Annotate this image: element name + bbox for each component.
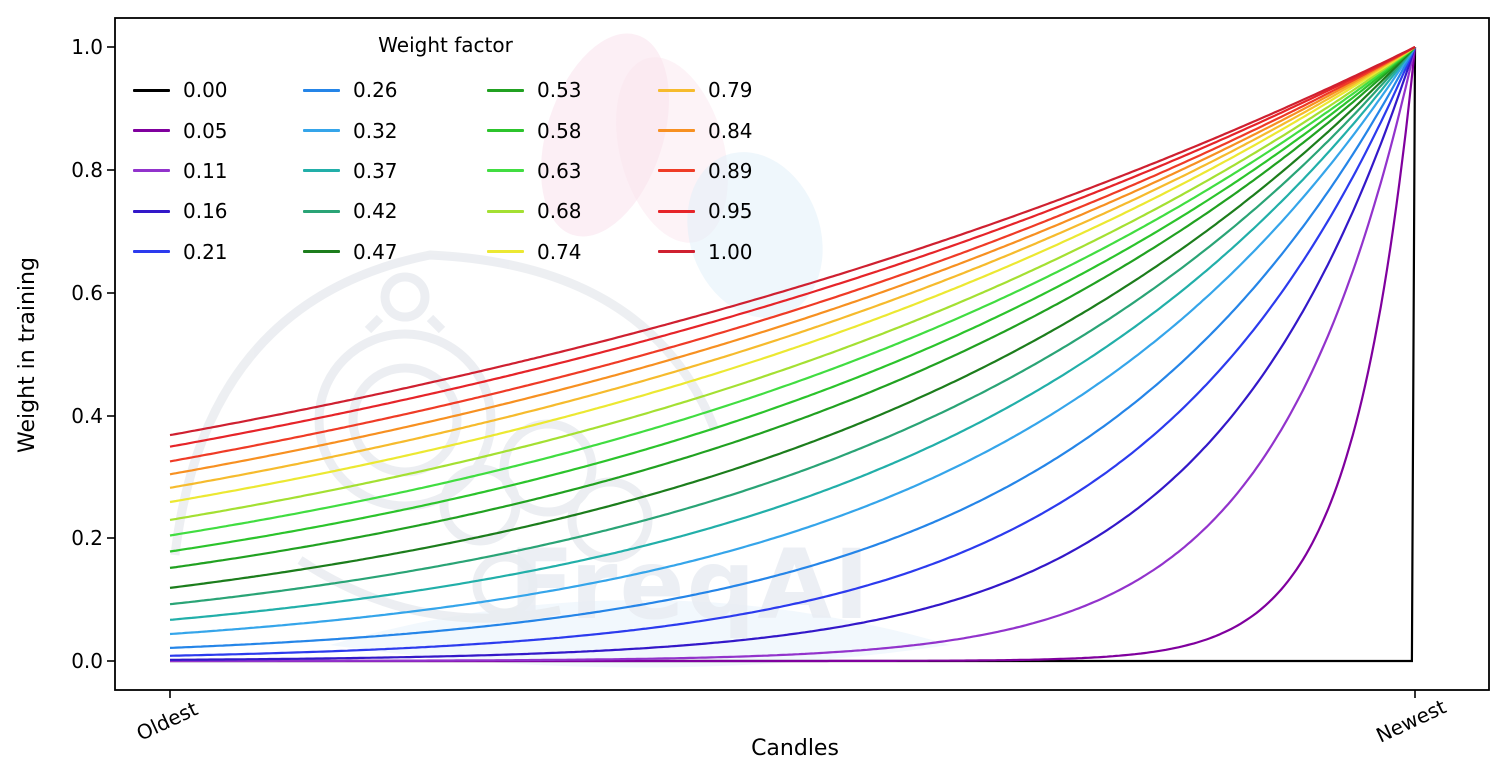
legend-label: 0.53: [537, 78, 582, 103]
legend-item-0.63: 0.63: [487, 159, 658, 183]
legend-item-0.79: 0.79: [658, 78, 808, 102]
legend-item-0.89: 0.89: [658, 159, 808, 183]
legend-item-0.21: 0.21: [133, 240, 303, 264]
legend-label: 0.84: [708, 118, 753, 143]
legend-label: 0.95: [708, 199, 753, 224]
series-line-0.21: [169, 46, 1417, 657]
legend-item-0.95: 0.95: [658, 199, 808, 223]
legend-line-sample: [658, 250, 695, 254]
series-line-0.89: [169, 46, 1416, 463]
y-tick-label: 0.6: [71, 281, 103, 305]
legend-item-0.11: 0.11: [133, 159, 303, 183]
legend-label: 0.68: [537, 199, 582, 224]
watermark-petal-blue: [687, 152, 823, 318]
legend-item-0.74: 0.74: [487, 240, 658, 264]
series-line-0.68: [169, 46, 1416, 521]
legend-label: 1.00: [708, 239, 753, 264]
legend-label: 0.47: [353, 239, 398, 264]
legend-item-0.53: 0.53: [487, 78, 658, 102]
legend-item-0.68: 0.68: [487, 199, 658, 223]
legend-line-sample: [303, 88, 340, 92]
legend-line-sample: [487, 250, 524, 254]
legend-line-sample: [133, 169, 170, 173]
legend-item-1.00: 1.00: [658, 240, 808, 264]
legend-item-0.05: 0.05: [133, 119, 303, 143]
legend-item-0.32: 0.32: [303, 119, 487, 143]
chart-curves: [169, 46, 1417, 663]
legend-line-sample: [487, 129, 524, 133]
legend-label: 0.05: [183, 118, 228, 143]
legend-line-sample: [303, 250, 340, 254]
axes-frame: [114, 17, 1490, 691]
y-tick-label: 0.4: [71, 404, 103, 428]
series-line-0.95: [169, 46, 1416, 448]
x-axis-label: Candles: [751, 736, 839, 761]
series-line-0.53: [169, 46, 1416, 569]
legend-item-0.42: 0.42: [303, 199, 487, 223]
legend-label: 0.16: [183, 199, 228, 224]
legend-line-sample: [487, 169, 524, 173]
series-line-0.16: [170, 46, 1417, 661]
legend-label: 0.21: [183, 239, 228, 264]
legend-label: 0.42: [353, 199, 398, 224]
watermark-petal-pink: [541, 33, 669, 237]
legend-line-sample: [133, 129, 170, 133]
legend-item-0.84: 0.84: [658, 119, 808, 143]
legend-line-sample: [658, 209, 695, 213]
series-line-0.47: [169, 46, 1416, 589]
tick-marks: [107, 46, 1416, 698]
legend-line-sample: [658, 129, 695, 133]
legend-item-0.58: 0.58: [487, 119, 658, 143]
series-line-0.63: [169, 46, 1416, 537]
y-tick-label: 0.2: [71, 526, 103, 550]
legend-line-sample: [303, 169, 340, 173]
y-tick-label: 1.0: [71, 35, 103, 59]
series-line-0.32: [169, 46, 1416, 636]
legend-item-0.26: 0.26: [303, 78, 487, 102]
watermark-text: FreqAI: [509, 529, 872, 641]
series-line-0.42: [169, 46, 1416, 606]
legend-line-sample: [303, 209, 340, 213]
legend-item-0.37: 0.37: [303, 159, 487, 183]
legend-label: 0.37: [353, 158, 398, 183]
series-line-0.58: [169, 46, 1416, 553]
legend-label: 0.00: [183, 78, 228, 103]
legend-line-sample: [133, 250, 170, 254]
legend-item-0.47: 0.47: [303, 240, 487, 264]
legend-line-sample: [303, 129, 340, 133]
legend-label: 0.26: [353, 78, 398, 103]
series-line-0.79: [169, 46, 1416, 489]
legend-label: 0.11: [183, 158, 228, 183]
legend-item-0.16: 0.16: [133, 199, 303, 223]
legend-label: 0.89: [708, 158, 753, 183]
y-tick-label: 0.0: [71, 649, 103, 673]
legend-line-sample: [658, 169, 695, 173]
legend-label: 0.74: [537, 239, 582, 264]
legend-label: 0.79: [708, 78, 753, 103]
series-line-0.26: [169, 46, 1416, 649]
legend-line-sample: [487, 209, 524, 213]
legend-label: 0.63: [537, 158, 582, 183]
y-tick-label: 0.8: [71, 158, 103, 182]
legend-title: Weight factor: [378, 33, 513, 57]
legend: 0.00 0.26 0.53 0.79 0.05 0.32 0.58 0.84 0.11 0.37…: [133, 70, 808, 272]
legend-line-sample: [487, 88, 524, 92]
legend-label: 0.58: [537, 118, 582, 143]
series-line-0.11: [170, 46, 1417, 662]
series-line-0.74: [169, 46, 1416, 504]
series-line-1.00: [169, 46, 1416, 437]
legend-line-sample: [658, 88, 695, 92]
y-axis-label: Weight in training: [15, 257, 40, 453]
legend-line-sample: [133, 209, 170, 213]
legend-item-0.00: 0.00: [133, 78, 303, 102]
series-line-0.37: [169, 46, 1416, 621]
series-line-0.84: [169, 46, 1416, 476]
legend-label: 0.32: [353, 118, 398, 143]
legend-line-sample: [133, 88, 170, 92]
